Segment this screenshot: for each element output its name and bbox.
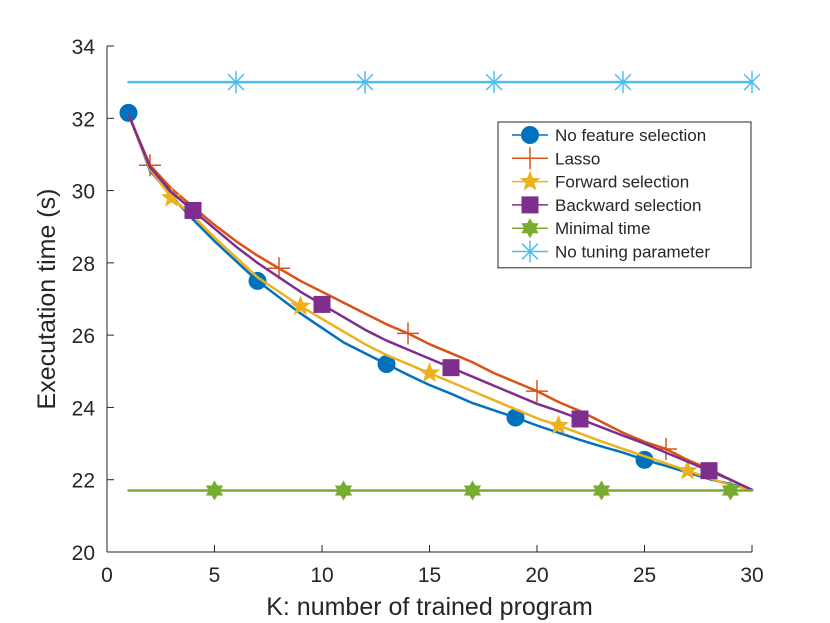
data-point-minimal-time	[592, 480, 611, 501]
series-lasso	[127, 113, 754, 492]
legend-item: No tuning parameter	[512, 240, 710, 263]
data-point-backward-selection	[700, 462, 718, 480]
y-tick-label: 22	[72, 470, 95, 493]
legend-marker	[519, 170, 541, 191]
legend-marker	[521, 240, 539, 263]
y-tick-label: 28	[72, 253, 95, 276]
legend-label: No feature selection	[555, 126, 706, 145]
x-tick-label: 30	[740, 564, 763, 587]
series-line-backward-selection	[127, 113, 754, 492]
legend-marker	[521, 218, 539, 239]
y-tick-label: 24	[72, 397, 96, 420]
series-backward-selection	[127, 113, 754, 492]
data-point-no-tuning-parameter	[227, 71, 245, 94]
x-tick-label: 25	[633, 564, 656, 587]
data-point-no-tuning-parameter	[614, 71, 632, 94]
legend-item: No feature selection	[512, 126, 706, 145]
y-axis-title: Executation time (s)	[33, 189, 61, 410]
data-point-no-tuning-parameter	[743, 71, 761, 94]
data-point-forward-selection	[677, 459, 698, 480]
data-point-no-feature-selection	[248, 271, 267, 290]
data-point-no-tuning-parameter	[356, 71, 374, 94]
x-tick-label: 5	[209, 564, 221, 587]
data-point-minimal-time	[205, 480, 224, 501]
data-point-no-tuning-parameter	[485, 71, 503, 94]
legend-label: No tuning parameter	[555, 243, 710, 262]
y-tick-label: 20	[72, 542, 95, 565]
series-forward-selection	[127, 113, 754, 492]
y-axis-ticks: 20 22 24 26 28 30 32 34	[72, 36, 114, 565]
y-tick-label: 32	[72, 108, 95, 131]
legend-item: Lasso	[512, 147, 600, 170]
x-axis-title: K: number of trained program	[266, 593, 593, 621]
series-line-lasso	[127, 113, 754, 492]
data-point-minimal-time	[721, 480, 740, 501]
data-point-forward-selection	[419, 362, 440, 382]
data-point-lasso	[526, 380, 548, 403]
series-no-tuning-parameter	[127, 71, 761, 94]
data-point-minimal-time	[334, 480, 353, 501]
legend-label: Minimal time	[555, 219, 650, 238]
data-point-backward-selection	[571, 410, 589, 428]
x-tick-label: 15	[418, 564, 441, 587]
data-point-lasso	[268, 257, 290, 280]
axes: 0 5 10 15 20 25 30 20 22 24 26 28 30 32 34	[72, 36, 764, 587]
x-axis-ticks: 0 5 10 15 20 25 30	[101, 545, 764, 587]
x-tick-label: 20	[525, 564, 548, 587]
data-point-no-feature-selection	[506, 408, 525, 427]
data-point-forward-selection	[161, 186, 182, 207]
plot-area	[119, 71, 761, 501]
data-point-no-feature-selection	[119, 103, 138, 122]
x-tick-label: 0	[101, 564, 113, 587]
series-line-forward-selection	[127, 113, 754, 492]
series-no-feature-selection	[119, 103, 754, 492]
legend-item: Minimal time	[512, 218, 650, 239]
data-point-backward-selection	[442, 359, 460, 377]
legend-label: Forward selection	[555, 173, 689, 192]
y-tick-label: 26	[72, 325, 95, 348]
legend-label: Backward selection	[555, 196, 701, 215]
x-tick-label: 10	[310, 564, 333, 587]
data-point-backward-selection	[313, 295, 331, 313]
y-tick-label: 34	[72, 36, 96, 59]
legend: No feature selection Lasso Forward selecti…	[497, 121, 752, 269]
legend-marker	[521, 196, 539, 214]
y-tick-label: 30	[72, 181, 95, 204]
legend-marker	[519, 147, 541, 170]
legend-label: Lasso	[555, 149, 600, 168]
legend-item: Forward selection	[512, 170, 689, 192]
data-point-forward-selection	[290, 295, 311, 316]
data-point-backward-selection	[184, 201, 202, 219]
legend-box	[497, 121, 752, 269]
legend-marker	[521, 126, 539, 144]
data-point-minimal-time	[463, 480, 482, 501]
data-point-no-feature-selection	[377, 355, 396, 374]
series-minimal-time	[127, 480, 754, 501]
data-point-forward-selection	[548, 414, 569, 435]
legend-item: Backward selection	[512, 196, 701, 215]
data-point-lasso	[397, 322, 419, 345]
